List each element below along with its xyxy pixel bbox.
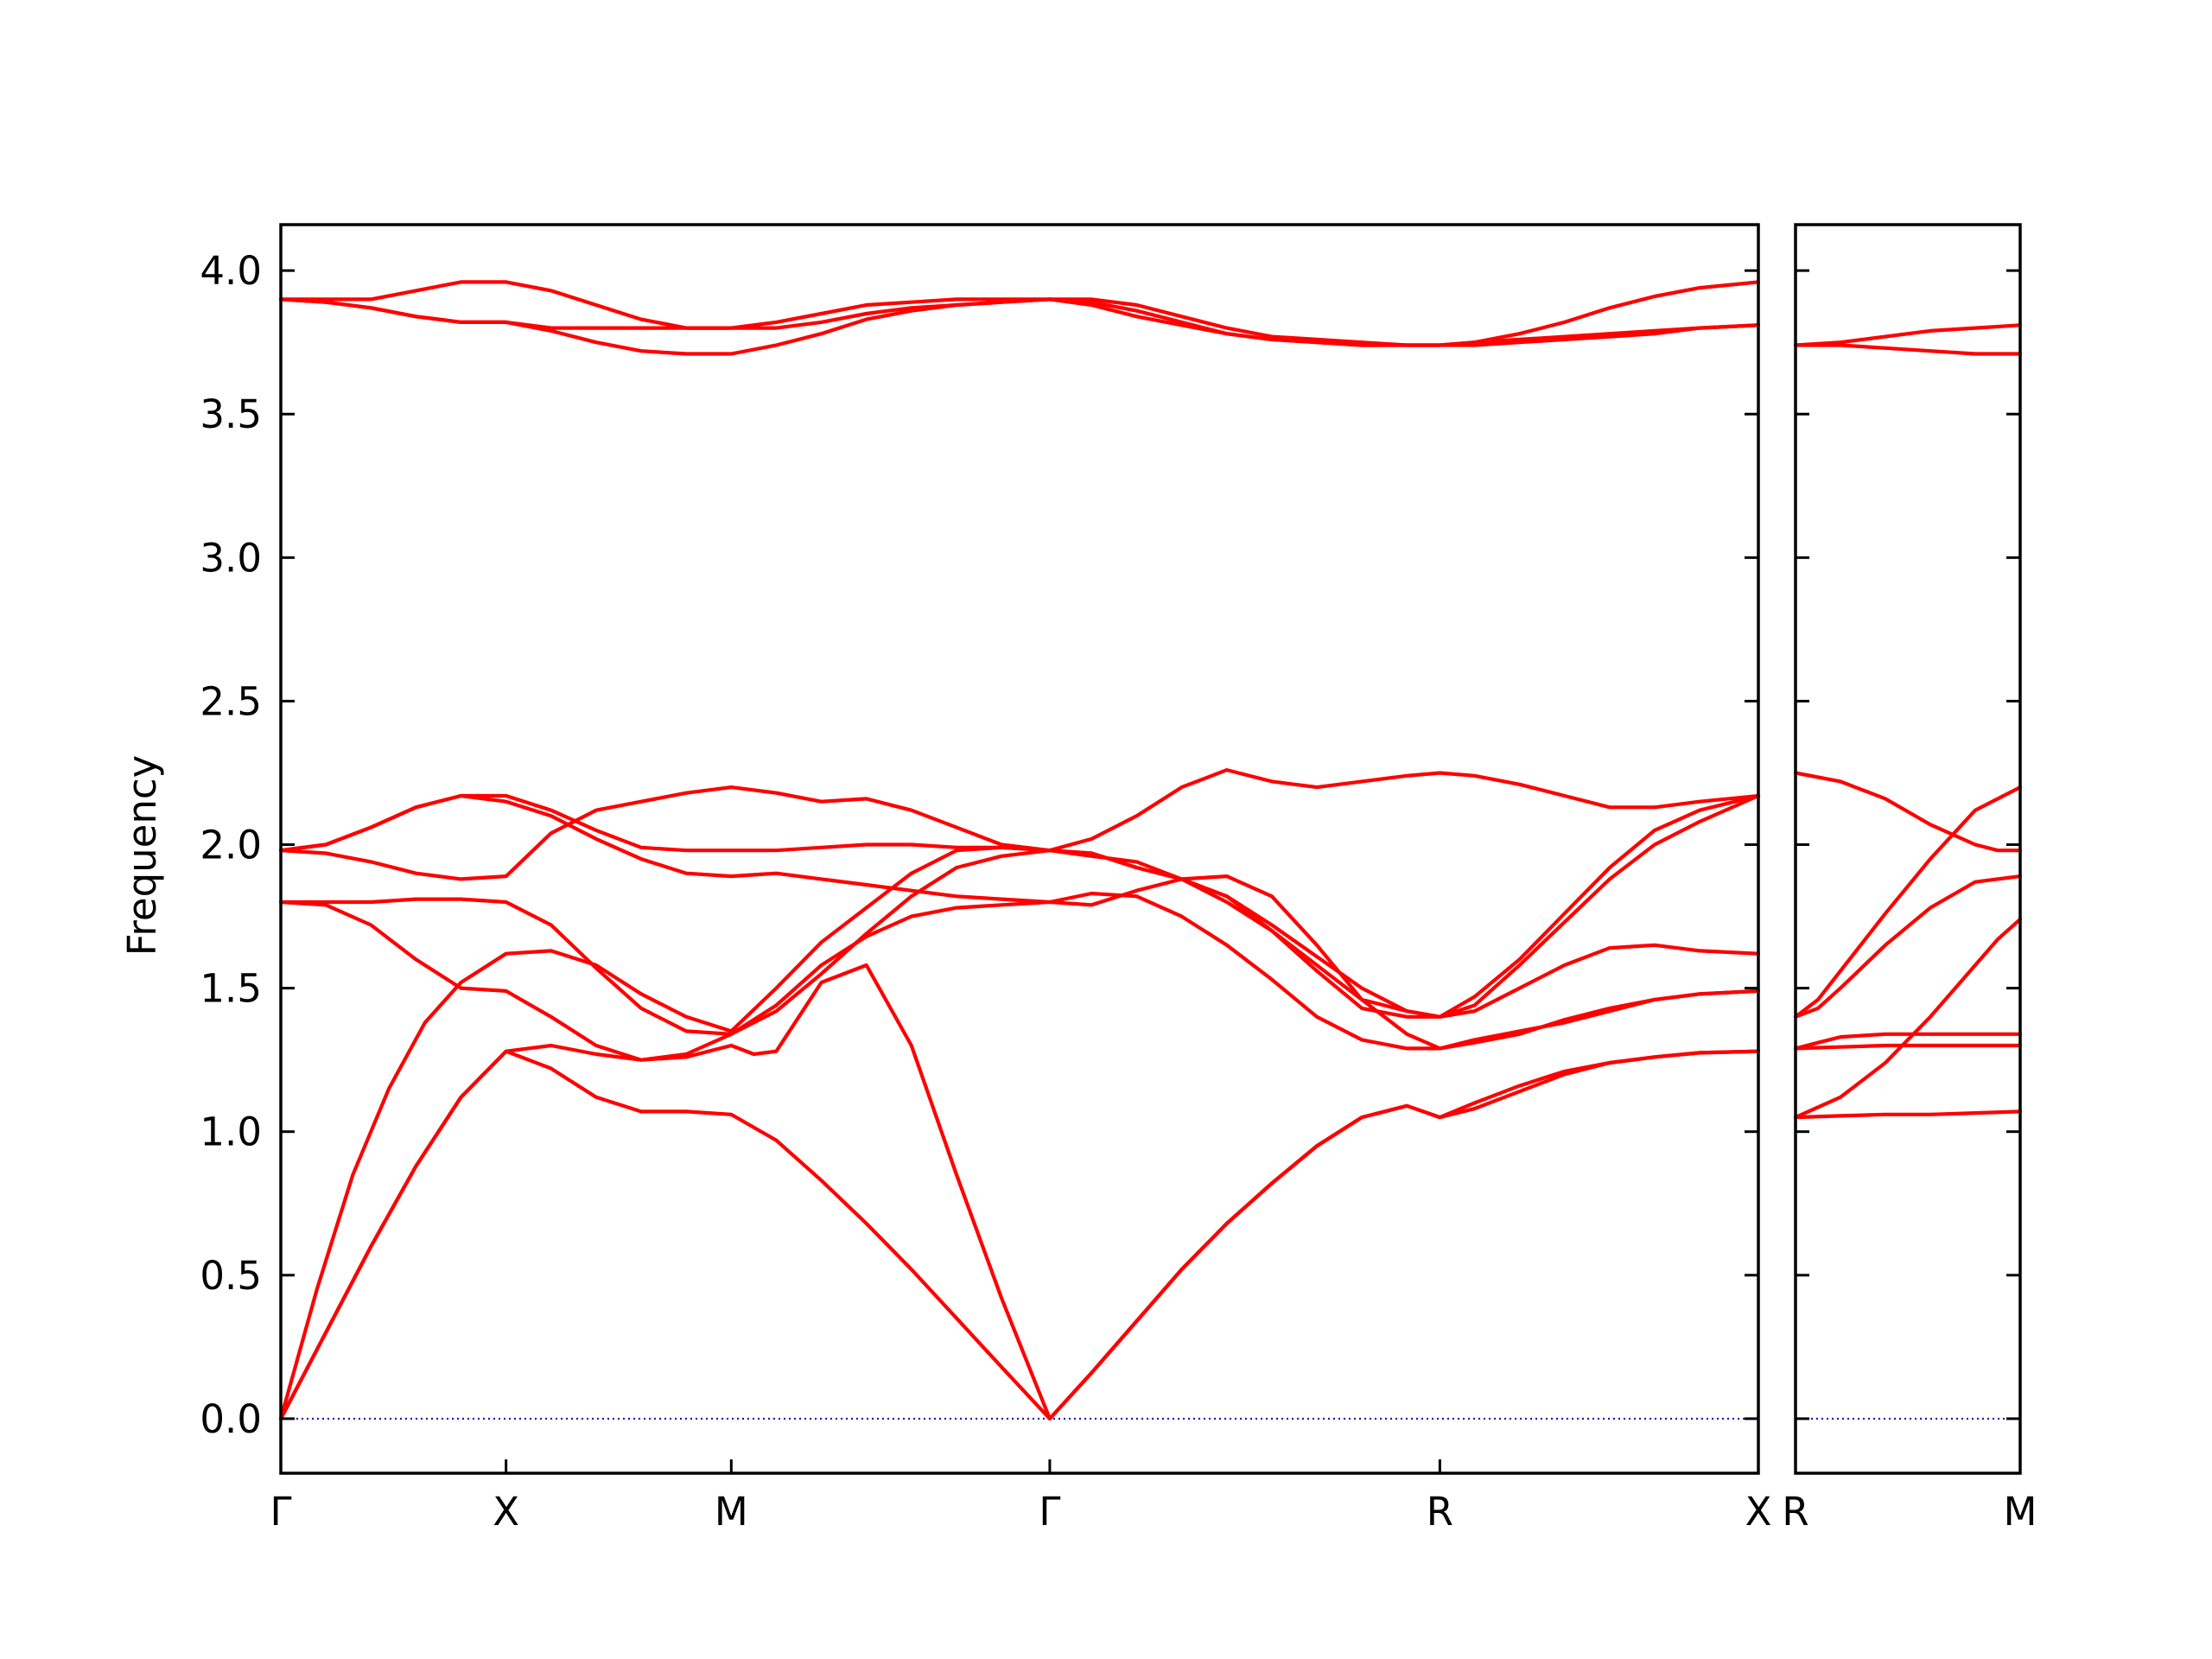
x-tick-label: X (1745, 1489, 1772, 1535)
y-tick-label: 1.0 (200, 1109, 262, 1155)
band-line-2 (278, 963, 1761, 1421)
band-line-3 (278, 845, 1761, 1421)
band-line-4 (1793, 1032, 2023, 1051)
band-line-1 (278, 1049, 1761, 1421)
x-tick-label: Γ (270, 1489, 291, 1535)
y-tick-label: 0.0 (200, 1396, 262, 1442)
band-line-11 (278, 297, 1761, 356)
band-line-2 (1793, 917, 2023, 1120)
band-line-3 (1793, 1043, 2023, 1051)
left-panel: 0.0 0.5 1.0 1.5 2.0 2.5 3.0 3.5 4.0 Γ X M Γ R X (200, 223, 1772, 1535)
x-tick-label: Γ (1039, 1489, 1060, 1535)
plot-frame (279, 223, 1760, 1475)
y-tick-label: 1.5 (200, 966, 262, 1012)
band-line-9 (278, 280, 1761, 347)
band-line-4 (278, 891, 1761, 1051)
band-line-9 (1793, 343, 2023, 356)
x-tick-label: R (1427, 1489, 1453, 1535)
band-line-1 (1793, 1109, 2023, 1120)
plot-frame (1794, 223, 2022, 1475)
band-line-8 (1793, 323, 2023, 347)
y-tick-label: 2.0 (200, 823, 262, 868)
y-axis-label: Frequency (119, 755, 165, 956)
band-line-6 (1793, 785, 2023, 1019)
x-tick-label: X (493, 1489, 519, 1535)
y-tick-label: 3.5 (200, 391, 262, 437)
band-line-6 (278, 768, 1761, 881)
y-tick-label: 0.5 (200, 1253, 262, 1299)
band-line-5 (1793, 874, 2023, 1019)
band-line-8 (278, 793, 1761, 1019)
band-line-5 (278, 849, 1761, 1062)
x-tick-label: R (1782, 1489, 1808, 1535)
y-tick-label: 4.0 (200, 248, 262, 294)
y-tick-label: 2.5 (200, 678, 262, 724)
x-tick-label: M (715, 1489, 748, 1535)
y-tick-label: 3.0 (200, 535, 262, 581)
x-tick-label: M (2004, 1489, 2037, 1535)
band-line-7 (278, 793, 1761, 1019)
band-line-7 (1793, 771, 2023, 853)
